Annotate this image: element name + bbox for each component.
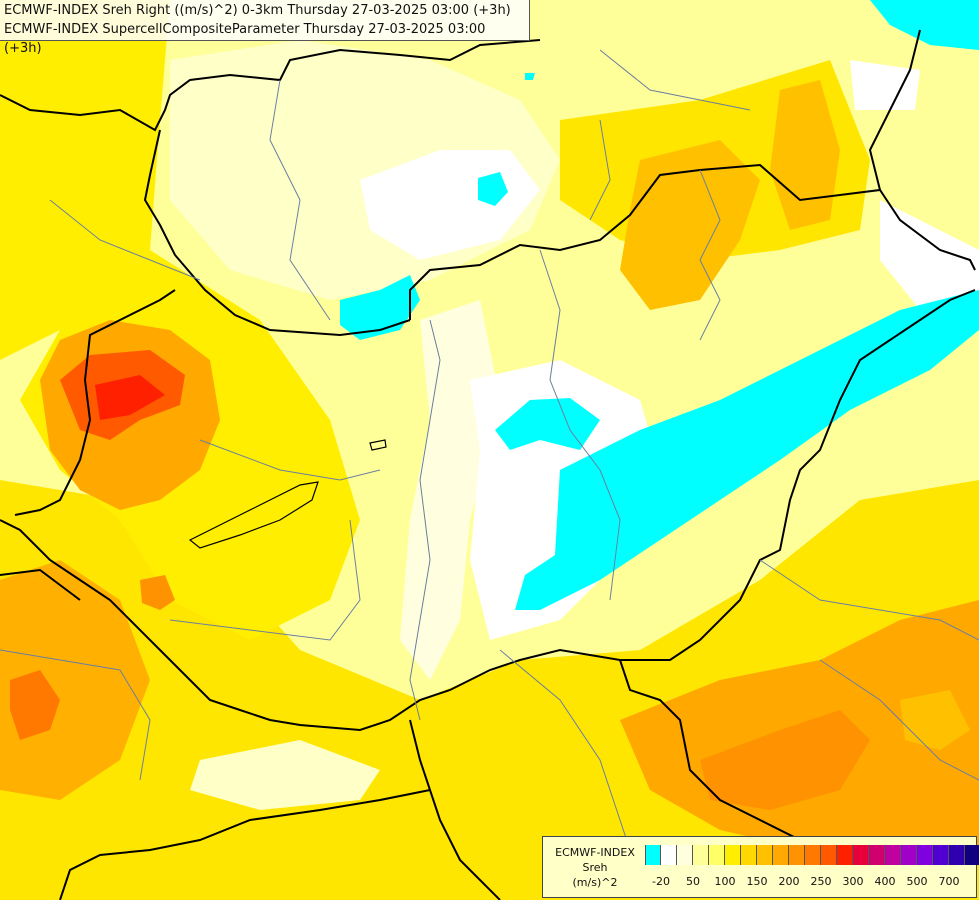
legend-swatch-17 (917, 845, 933, 865)
lake-small (369, 439, 387, 451)
legend-tick-4: 200 (778, 875, 800, 888)
orange-east-spot (900, 690, 970, 750)
legend-swatch-19 (949, 845, 965, 865)
legend-tick-3: 150 (746, 875, 768, 888)
legend-label-line-1: ECMWF-INDEX (555, 846, 635, 859)
legend-swatch-16 (901, 845, 917, 865)
legend-label-line-3: (m/s)^2 (572, 876, 618, 889)
legend-tick-1: 50 (686, 875, 700, 888)
legend-tick-6: 300 (842, 875, 864, 888)
legend-swatch-10 (805, 845, 821, 865)
cyan-northeast-corner (870, 0, 979, 50)
orange-northeast-inner (770, 80, 840, 230)
legend-label: ECMWF-INDEX Sreh (m/s)^2 (547, 845, 643, 890)
legend-tick-9: 700 (938, 875, 960, 888)
legend-swatch-9 (789, 845, 805, 865)
legend-tick-labels: -20 50 100 150 200 250 300 400 500 700 (645, 875, 975, 889)
legend-swatch-15 (885, 845, 901, 865)
legend-swatch-11 (821, 845, 837, 865)
white-east-patch (850, 60, 920, 110)
legend-swatch-0 (645, 845, 661, 865)
pale-south-patch (190, 740, 380, 810)
lake-balaton (188, 481, 319, 549)
cyan-east-band (515, 290, 979, 610)
legend-swatch-7 (757, 845, 773, 865)
legend-tick-2: 100 (714, 875, 736, 888)
legend-tick-5: 250 (810, 875, 832, 888)
country-borders (0, 29, 976, 900)
title-line-2: ECMWF-INDEX SupercellCompositeParameter … (4, 22, 486, 56)
legend-swatch-2 (677, 845, 693, 865)
legend-swatch-5 (725, 845, 741, 865)
legend-swatch-1 (661, 845, 677, 865)
cyan-small-north (478, 172, 508, 206)
orange-southeast-inner (700, 710, 870, 810)
legend-tick-7: 400 (874, 875, 896, 888)
orange-southwest-inner (10, 670, 60, 740)
orange-west-spot (140, 575, 175, 610)
cyan-small-north-2 (525, 73, 535, 80)
legend-swatch-13 (853, 845, 869, 865)
yellow-west-region (0, 0, 170, 360)
legend-swatch-3 (693, 845, 709, 865)
legend-label-line-2: Sreh (582, 861, 608, 874)
legend-swatch-6 (741, 845, 757, 865)
orange-southwest-zone (0, 560, 150, 800)
title-line-1: ECMWF-INDEX Sreh Right ((m/s)^2) 0-3km T… (4, 3, 511, 18)
red-west-core (95, 375, 165, 420)
rivers (0, 49, 979, 881)
legend-swatch-18 (933, 845, 949, 865)
legend-swatch-20 (965, 845, 979, 865)
map-title-box: ECMWF-INDEX Sreh Right ((m/s)^2) 0-3km T… (0, 0, 530, 56)
cyan-central-patch (495, 398, 600, 450)
white-northeast-edge (880, 200, 979, 310)
color-legend: ECMWF-INDEX Sreh (m/s)^2 -20 50 100 150 200 2… (542, 836, 979, 898)
legend-color-scale (645, 845, 979, 865)
legend-swatch-4 (709, 845, 725, 865)
legend-tick-0: -20 (652, 875, 670, 888)
legend-swatch-14 (869, 845, 885, 865)
legend-swatch-8 (773, 845, 789, 865)
legend-tick-8: 500 (906, 875, 928, 888)
lakes (188, 439, 387, 549)
legend-swatch-12 (837, 845, 853, 865)
